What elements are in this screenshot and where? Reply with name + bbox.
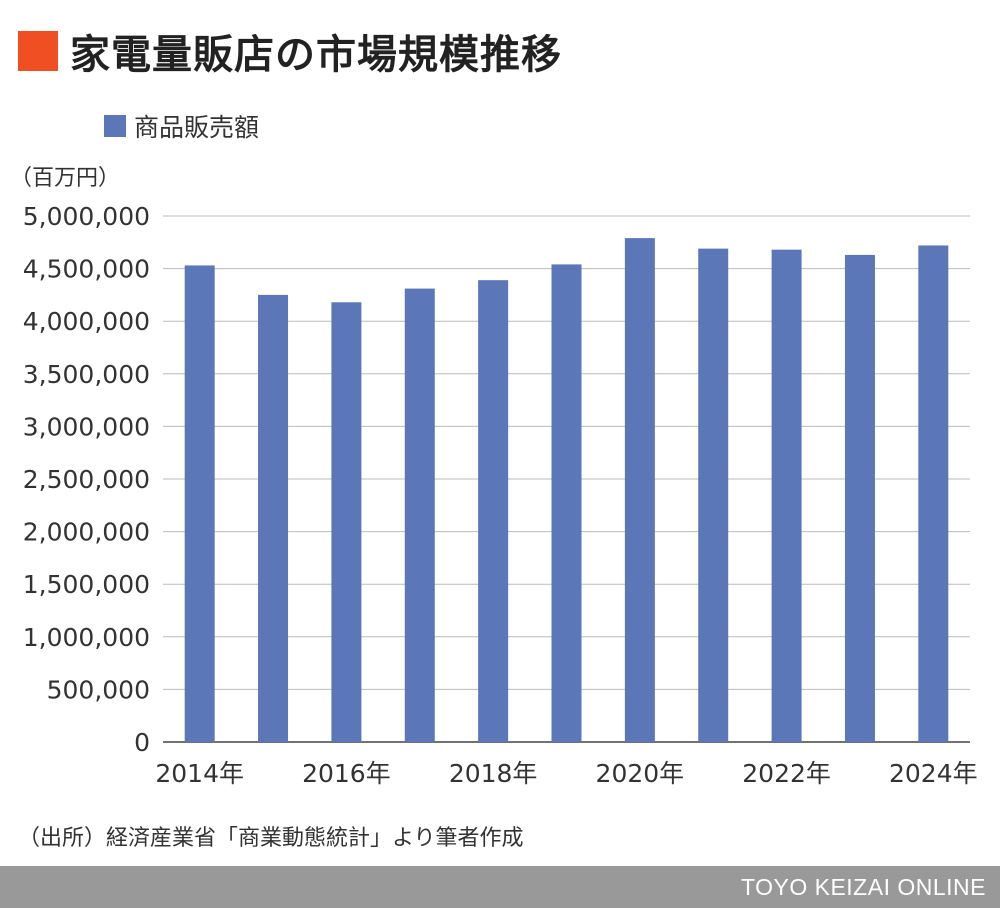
bar (258, 294, 289, 742)
bars (184, 238, 949, 743)
unit-label: （百万円） (10, 166, 121, 191)
bar (404, 288, 435, 742)
legend-label: 商品販売額 (134, 113, 260, 142)
x-tick-label: 2018年 (449, 759, 538, 788)
bar (624, 238, 655, 743)
bar (478, 280, 509, 742)
y-tick-label: 4,000,000 (23, 307, 150, 336)
source-note: （出所）経済産業省「商業動態統計」より筆者作成 (18, 826, 524, 851)
x-tick-label: 2022年 (742, 759, 831, 788)
bar (551, 264, 582, 742)
y-tick-label: 0 (134, 728, 150, 757)
y-tick-label: 5,000,000 (23, 202, 150, 231)
y-tick-label: 1,000,000 (23, 623, 150, 652)
y-tick-label: 1,500,000 (23, 570, 150, 599)
footer-brand: TOYO KEIZAI ONLINE (740, 874, 986, 900)
y-axis-ticks: 0 500,000 1,000,000 1,500,000 2,000,000 2,500… (23, 202, 150, 757)
legend-swatch (104, 115, 126, 137)
bar (698, 248, 729, 742)
y-tick-label: 500,000 (47, 675, 150, 704)
x-axis-ticks: 2014年 2016年 2018年 2020年 2022年 2024年 (155, 759, 977, 788)
y-tick-label: 3,000,000 (23, 412, 150, 441)
footer-bar: TOYO KEIZAI ONLINE (0, 866, 1000, 908)
chart-title: 家電量販店の市場規模推移 (70, 32, 562, 78)
x-tick-label: 2016年 (302, 759, 391, 788)
x-tick-label: 2024年 (889, 759, 978, 788)
bar (331, 302, 362, 742)
title-marker (18, 31, 58, 71)
bar-chart: 0 500,000 1,000,000 1,500,000 2,000,000 2,500… (23, 202, 978, 788)
y-tick-label: 3,500,000 (23, 360, 150, 389)
title-row: 家電量販店の市場規模推移 (18, 26, 562, 78)
bar (184, 265, 215, 742)
legend: 商品販売額 (104, 108, 259, 144)
x-tick-label: 2020年 (596, 759, 685, 788)
y-tick-label: 2,000,000 (23, 518, 150, 547)
bar (918, 245, 949, 742)
bar (771, 249, 802, 742)
y-tick-label: 4,500,000 (23, 255, 150, 284)
bar (844, 254, 875, 742)
y-tick-label: 2,500,000 (23, 465, 150, 494)
x-tick-label: 2014年 (155, 759, 244, 788)
